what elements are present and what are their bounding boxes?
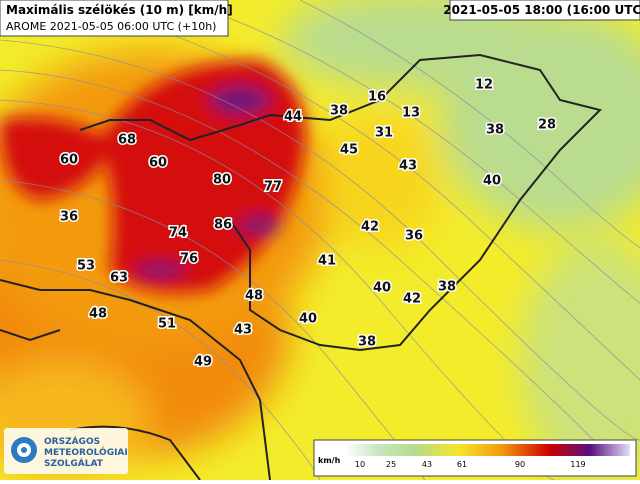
gust-label: 51 (158, 317, 176, 332)
valid-time: 2021-05-05 18:00 (16:00 UTC) (443, 3, 640, 17)
gust-label: 76 (180, 252, 198, 267)
legend: km/h 10 25 43 61 90 119 (313, 439, 637, 477)
gust-label: 42 (361, 220, 379, 235)
gust-label: 74 (169, 226, 187, 241)
labels: 60 68 60 80 77 44 38 16 13 12 31 38 28 45 43 40 36 86 74 76… (58, 76, 557, 371)
gust-label: 63 (110, 271, 128, 286)
gust-label: 12 (475, 78, 493, 93)
gust-label: 86 (214, 218, 232, 233)
gust-label: 48 (89, 307, 107, 322)
gust-label: 31 (375, 126, 393, 141)
legend-tick: 25 (386, 460, 396, 469)
gust-label: 43 (399, 159, 417, 174)
logo-line: ORSZÁGOS (44, 435, 100, 447)
gust-label: 80 (213, 173, 231, 188)
gust-label: 38 (330, 104, 348, 119)
gust-label: 77 (264, 180, 282, 195)
logo-line: METEOROLÓGIAI (44, 446, 128, 458)
gust-label: 53 (77, 259, 95, 274)
gust-label: 40 (299, 312, 317, 327)
gust-label: 43 (234, 323, 252, 338)
gust-label: 38 (358, 335, 376, 350)
gust-label: 49 (194, 355, 212, 370)
legend-tick: 119 (570, 460, 585, 469)
gust-label: 28 (538, 118, 556, 133)
gust-label: 42 (403, 292, 421, 307)
title: Maximális szélökés (10 m) [km/h] (6, 3, 233, 17)
gust-label: 40 (373, 281, 391, 296)
header-box (0, 0, 229, 37)
run-info: AROME 2021-05-05 06:00 UTC (+10h) (6, 20, 216, 33)
gust-label: 38 (438, 280, 456, 295)
legend-tick: 61 (457, 460, 467, 469)
gust-label: 48 (245, 289, 263, 304)
legend-tick: 90 (515, 460, 525, 469)
gust-label: 68 (118, 133, 136, 148)
legend-tick: 10 (355, 460, 365, 469)
gust-label: 36 (405, 229, 423, 244)
legend-tick: 43 (422, 460, 432, 469)
logo: ORSZÁGOS METEOROLÓGIAI SZOLGÁLAT (4, 428, 128, 474)
gust-label: 41 (318, 254, 336, 269)
gust-label: 45 (340, 143, 358, 158)
gust-label: 60 (149, 156, 167, 171)
wind-core (0, 60, 305, 293)
valid-box (449, 0, 640, 21)
legend-unit: km/h (318, 456, 341, 465)
gust-label: 40 (483, 174, 501, 189)
gust-label: 16 (368, 90, 386, 105)
logo-line: SZOLGÁLAT (44, 457, 104, 469)
gust-label: 44 (284, 110, 302, 125)
gust-label: 13 (402, 106, 420, 121)
gust-label: 38 (486, 123, 504, 138)
gust-label: 36 (60, 210, 78, 225)
gust-label: 60 (60, 153, 78, 168)
